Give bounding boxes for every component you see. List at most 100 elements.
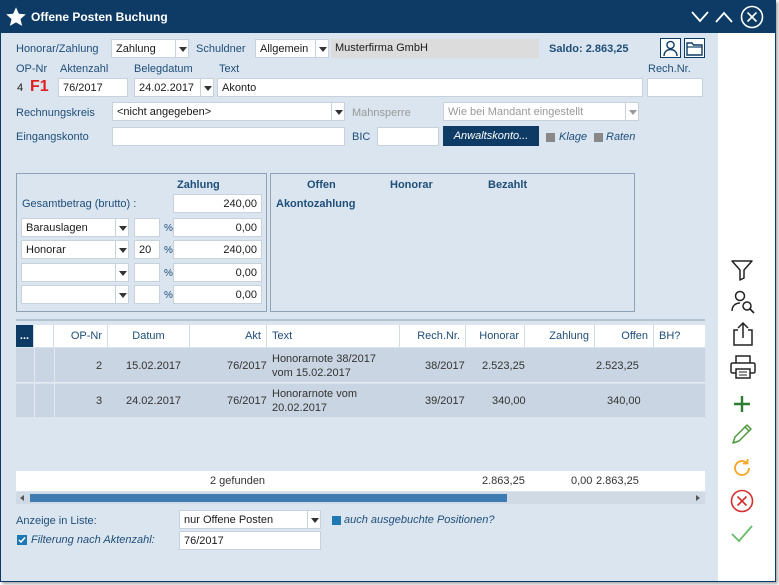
zahlung-pct-input-1[interactable]	[134, 218, 160, 237]
table-row[interactable]: 3 24.02.2017 76/2017 Honorarnote vom 20.…	[16, 384, 705, 417]
percent-sign: %	[164, 290, 173, 301]
close-icon[interactable]	[740, 5, 764, 29]
zahlung-panel: Zahlung Gesamtbetrag (brutto) : 240,00 B…	[16, 173, 267, 312]
saldo-label: Saldo: 2.863,25	[549, 43, 629, 55]
zahlung-pct-input-4[interactable]	[134, 285, 160, 304]
table-header-bh[interactable]: BH?	[654, 325, 705, 347]
raten-checkbox[interactable]	[594, 133, 603, 142]
rechnr-label: Rech.Nr.	[648, 63, 691, 75]
raten-label: Raten	[606, 131, 636, 143]
chevron-down-icon	[175, 40, 188, 57]
filter-aktenzahl-input[interactable]: 76/2017	[179, 531, 321, 550]
zahlung-amount-input-1[interactable]: 0,00	[173, 218, 262, 237]
eingangskonto-input[interactable]	[112, 127, 345, 146]
scroll-left-icon[interactable]	[18, 494, 26, 502]
zahlung-amount-input-3[interactable]: 0,00	[173, 263, 262, 282]
footer-zahlung: 0,00	[571, 475, 593, 487]
schuldner-select[interactable]: Allgemein	[255, 39, 329, 58]
cell-rechnr: 38/2017	[425, 360, 465, 372]
zahlung-amount-input-2[interactable]: 240,00	[173, 240, 262, 259]
gesamtbetrag-input[interactable]: 240,00	[173, 194, 262, 213]
maximize-icon[interactable]	[715, 10, 733, 24]
klage-label: Klage	[559, 131, 588, 143]
f1-indicator[interactable]: F1	[30, 78, 49, 95]
col-sep	[34, 384, 35, 417]
zahlung-amount-input-4[interactable]: 0,00	[173, 285, 262, 304]
table-header-rechnr[interactable]: Rech.Nr.	[400, 325, 466, 347]
bic-label: BIC	[352, 131, 371, 143]
chevron-down-icon	[115, 264, 128, 281]
person-button[interactable]	[660, 38, 681, 58]
rechnungskreis-select[interactable]: <nicht angegeben>	[112, 102, 345, 121]
zahlung-pct-input-2[interactable]: 20	[134, 240, 160, 259]
share-icon[interactable]	[731, 321, 755, 347]
folder-button[interactable]	[684, 38, 705, 58]
cell-opnr: 3	[96, 395, 103, 407]
table-header-text[interactable]: Text	[267, 325, 400, 347]
honorar-zahlung-value: Zahlung	[116, 43, 156, 55]
zahlung-type-select-2[interactable]: Honorar	[21, 240, 129, 259]
mahnsperre-value: Wie bei Mandant eingestellt	[448, 106, 584, 118]
right-toolbar	[718, 33, 775, 581]
col-sep	[54, 384, 55, 417]
saldo-label-text: Saldo:	[549, 43, 583, 55]
zahlung-type-value: Honorar	[26, 244, 66, 256]
scrollbar-thumb[interactable]	[30, 494, 507, 502]
zahlung-pct-input-3[interactable]	[134, 263, 160, 282]
checkmark-icon	[18, 537, 26, 544]
aktenzahl-input[interactable]: 76/2017	[58, 78, 128, 97]
table-menu-button[interactable]: ...	[16, 325, 34, 347]
chevron-down-icon	[200, 79, 213, 96]
rechnungskreis-label: Rechnungskreis	[16, 107, 95, 119]
scroll-right-icon[interactable]	[694, 494, 702, 502]
cell-datum: 24.02.2017	[126, 395, 182, 407]
aktenzahl-label: Aktenzahl	[60, 63, 109, 75]
col-sep	[34, 348, 35, 383]
refresh-icon[interactable]	[731, 457, 753, 479]
mahnsperre-select[interactable]: Wie bei Mandant eingestellt	[443, 102, 639, 121]
anzeige-select[interactable]: nur Offene Posten	[179, 510, 321, 529]
cell-honorar: 340,00	[492, 395, 526, 407]
rechnr-input[interactable]	[647, 78, 703, 97]
text-input[interactable]: Akonto	[217, 78, 643, 97]
honorar-zahlung-select[interactable]: Zahlung	[111, 39, 189, 58]
schuldner-label: Schuldner	[196, 43, 246, 55]
filter-aktenzahl-checkbox[interactable]	[17, 535, 27, 545]
pencil-icon[interactable]	[730, 422, 754, 446]
text-label: Text	[219, 63, 240, 75]
table-header-datum[interactable]: Datum	[108, 325, 190, 347]
table-header-honorar[interactable]: Honorar	[466, 325, 525, 347]
zahlung-type-select-3[interactable]	[21, 263, 129, 282]
anzeige-label: Anzeige in Liste:	[16, 515, 97, 527]
belegdatum-input[interactable]: 24.02.2017	[134, 78, 214, 97]
bic-input[interactable]	[377, 127, 439, 146]
plus-icon[interactable]	[732, 394, 752, 414]
minimize-icon[interactable]	[691, 10, 709, 24]
table-header-zahlung[interactable]: Zahlung	[525, 325, 595, 347]
table-header-offen[interactable]: Offen	[595, 325, 654, 347]
filter-icon[interactable]	[730, 258, 754, 282]
chevron-down-icon	[115, 219, 128, 236]
person-search-icon[interactable]	[730, 289, 756, 315]
filter-aktenzahl-label: Filterung nach Aktenzahl:	[31, 534, 155, 546]
table-row[interactable]: 2 15.02.2017 76/2017 Honorarnote 38/2017…	[16, 348, 705, 383]
table-header-opnr[interactable]: OP-Nr	[54, 325, 108, 347]
ausgebucht-checkbox[interactable]	[332, 516, 341, 525]
klage-checkbox[interactable]	[546, 133, 555, 142]
rechnungskreis-value: <nicht angegeben>	[117, 106, 212, 118]
cancel-icon[interactable]	[730, 489, 754, 513]
horizontal-scrollbar[interactable]	[16, 492, 705, 504]
printer-icon[interactable]	[729, 354, 757, 380]
table-header-akt[interactable]: Akt	[190, 325, 267, 347]
zahlung-type-select-1[interactable]: Barauslagen	[21, 218, 129, 237]
cell-akt: 76/2017	[227, 360, 267, 372]
check-icon[interactable]	[730, 523, 754, 545]
anwaltskonto-button[interactable]: Anwaltskonto...	[443, 126, 539, 146]
gesamtbetrag-label: Gesamtbetrag (brutto) :	[22, 198, 137, 210]
zahlung-type-select-4[interactable]	[21, 285, 129, 304]
chevron-down-icon	[625, 103, 638, 120]
mahnsperre-label: Mahnsperre	[352, 107, 411, 119]
opnr-value: 4	[17, 82, 24, 94]
summary-panel: Offen Honorar Bezahlt Akontozahlung	[270, 173, 635, 312]
